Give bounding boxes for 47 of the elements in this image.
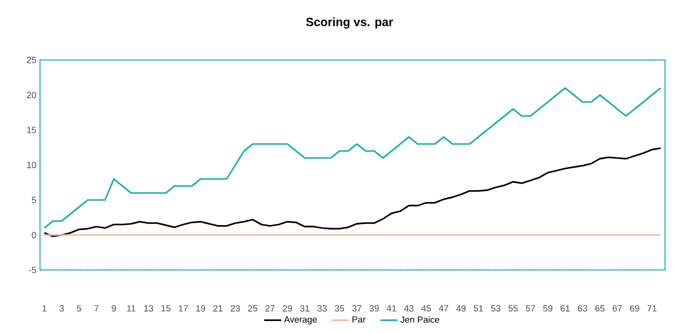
x-tick-label: 51 bbox=[474, 305, 483, 312]
legend-label: Par bbox=[352, 316, 366, 323]
x-tick-label: 61 bbox=[560, 305, 570, 312]
x-tick-label: 53 bbox=[491, 305, 500, 312]
y-tick-label: 25 bbox=[26, 56, 36, 64]
x-tick-label: 57 bbox=[526, 305, 535, 312]
y-tick-label: 5 bbox=[32, 196, 36, 204]
x-tick-label: 29 bbox=[282, 305, 292, 312]
x-tick-label: 23 bbox=[230, 305, 240, 312]
x-tick-label: 43 bbox=[404, 305, 414, 312]
x-tick-label: 63 bbox=[578, 305, 588, 312]
x-tick-label: 35 bbox=[334, 305, 344, 312]
x-tick-label: 31 bbox=[300, 305, 310, 312]
y-tick-label: 20 bbox=[26, 92, 36, 98]
x-tick-label: 21 bbox=[213, 305, 223, 312]
x-tick-label: 65 bbox=[595, 305, 605, 312]
legend-label: Jen Paice bbox=[400, 316, 440, 323]
x-tick-label: 33 bbox=[317, 305, 327, 312]
x-tick-label: 15 bbox=[162, 305, 170, 312]
x-tick-label: 55 bbox=[508, 305, 518, 312]
y-tick-label: 10 bbox=[27, 162, 36, 168]
x-tick-label: 49 bbox=[456, 305, 466, 312]
x-tick-label: 69 bbox=[630, 305, 640, 312]
x-tick-label: 59 bbox=[543, 305, 552, 312]
legend-label: Average bbox=[284, 316, 317, 324]
x-tick-label: 39 bbox=[370, 305, 379, 312]
x-tick-label: 37 bbox=[352, 305, 362, 312]
x-tick-label: 71 bbox=[647, 305, 657, 312]
x-tick-label: 19 bbox=[196, 305, 206, 312]
x-tick-label: 5 bbox=[76, 305, 82, 312]
x-tick-label: 47 bbox=[438, 305, 448, 312]
x-tick-label: 1 bbox=[42, 305, 46, 312]
y-tick-label: 0 bbox=[32, 232, 36, 238]
x-tick-label: 3 bbox=[60, 305, 64, 312]
x-tick-label: 45 bbox=[422, 305, 431, 312]
x-tick-label: 27 bbox=[266, 305, 275, 312]
x-tick-label: 13 bbox=[144, 305, 154, 312]
x-tick-label: 7 bbox=[94, 305, 98, 312]
x-tick-label: 67 bbox=[612, 305, 622, 312]
x-tick-label: 17 bbox=[178, 305, 188, 312]
x-tick-label: 41 bbox=[386, 305, 396, 312]
x-tick-label: 25 bbox=[248, 305, 258, 312]
x-tick-label: 9 bbox=[112, 305, 116, 312]
chart-title: Scoring vs. par bbox=[306, 17, 394, 29]
x-tick-label: 11 bbox=[127, 305, 136, 312]
y-tick-label: -5 bbox=[28, 266, 36, 274]
y-tick-label: 15 bbox=[27, 126, 36, 134]
